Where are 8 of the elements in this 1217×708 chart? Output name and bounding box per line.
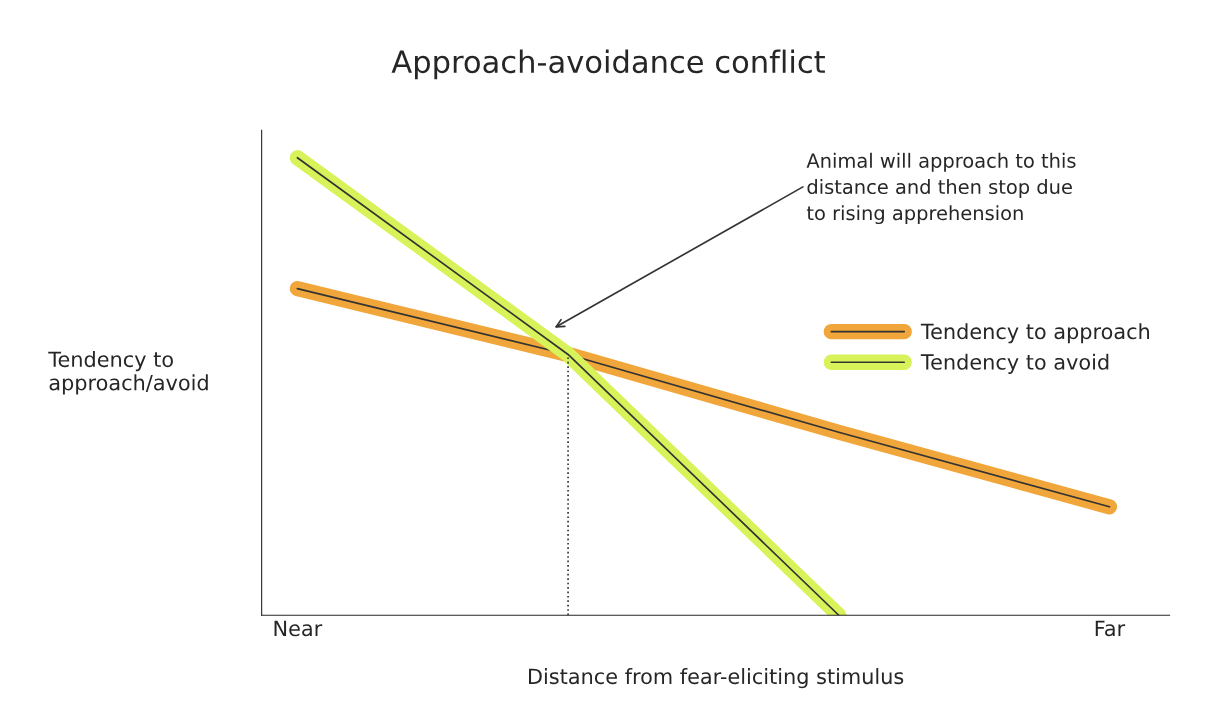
- x-axis-title: Distance from fear-eliciting stimulus: [529, 668, 904, 689]
- x-tick-label: Far: [1095, 620, 1126, 637]
- x-tick-label: Near: [274, 620, 323, 637]
- legend-label: Tendency to avoid: [920, 353, 1109, 374]
- legend-label: Tendency to approach: [920, 323, 1150, 344]
- chart-title: Approach-avoidance conflict: [391, 49, 825, 80]
- y-axis-title: Tendency to approach/avoid: [48, 351, 208, 395]
- annotation: Animal will approach to this distance and then stop due to rising apprehension: [806, 152, 1076, 225]
